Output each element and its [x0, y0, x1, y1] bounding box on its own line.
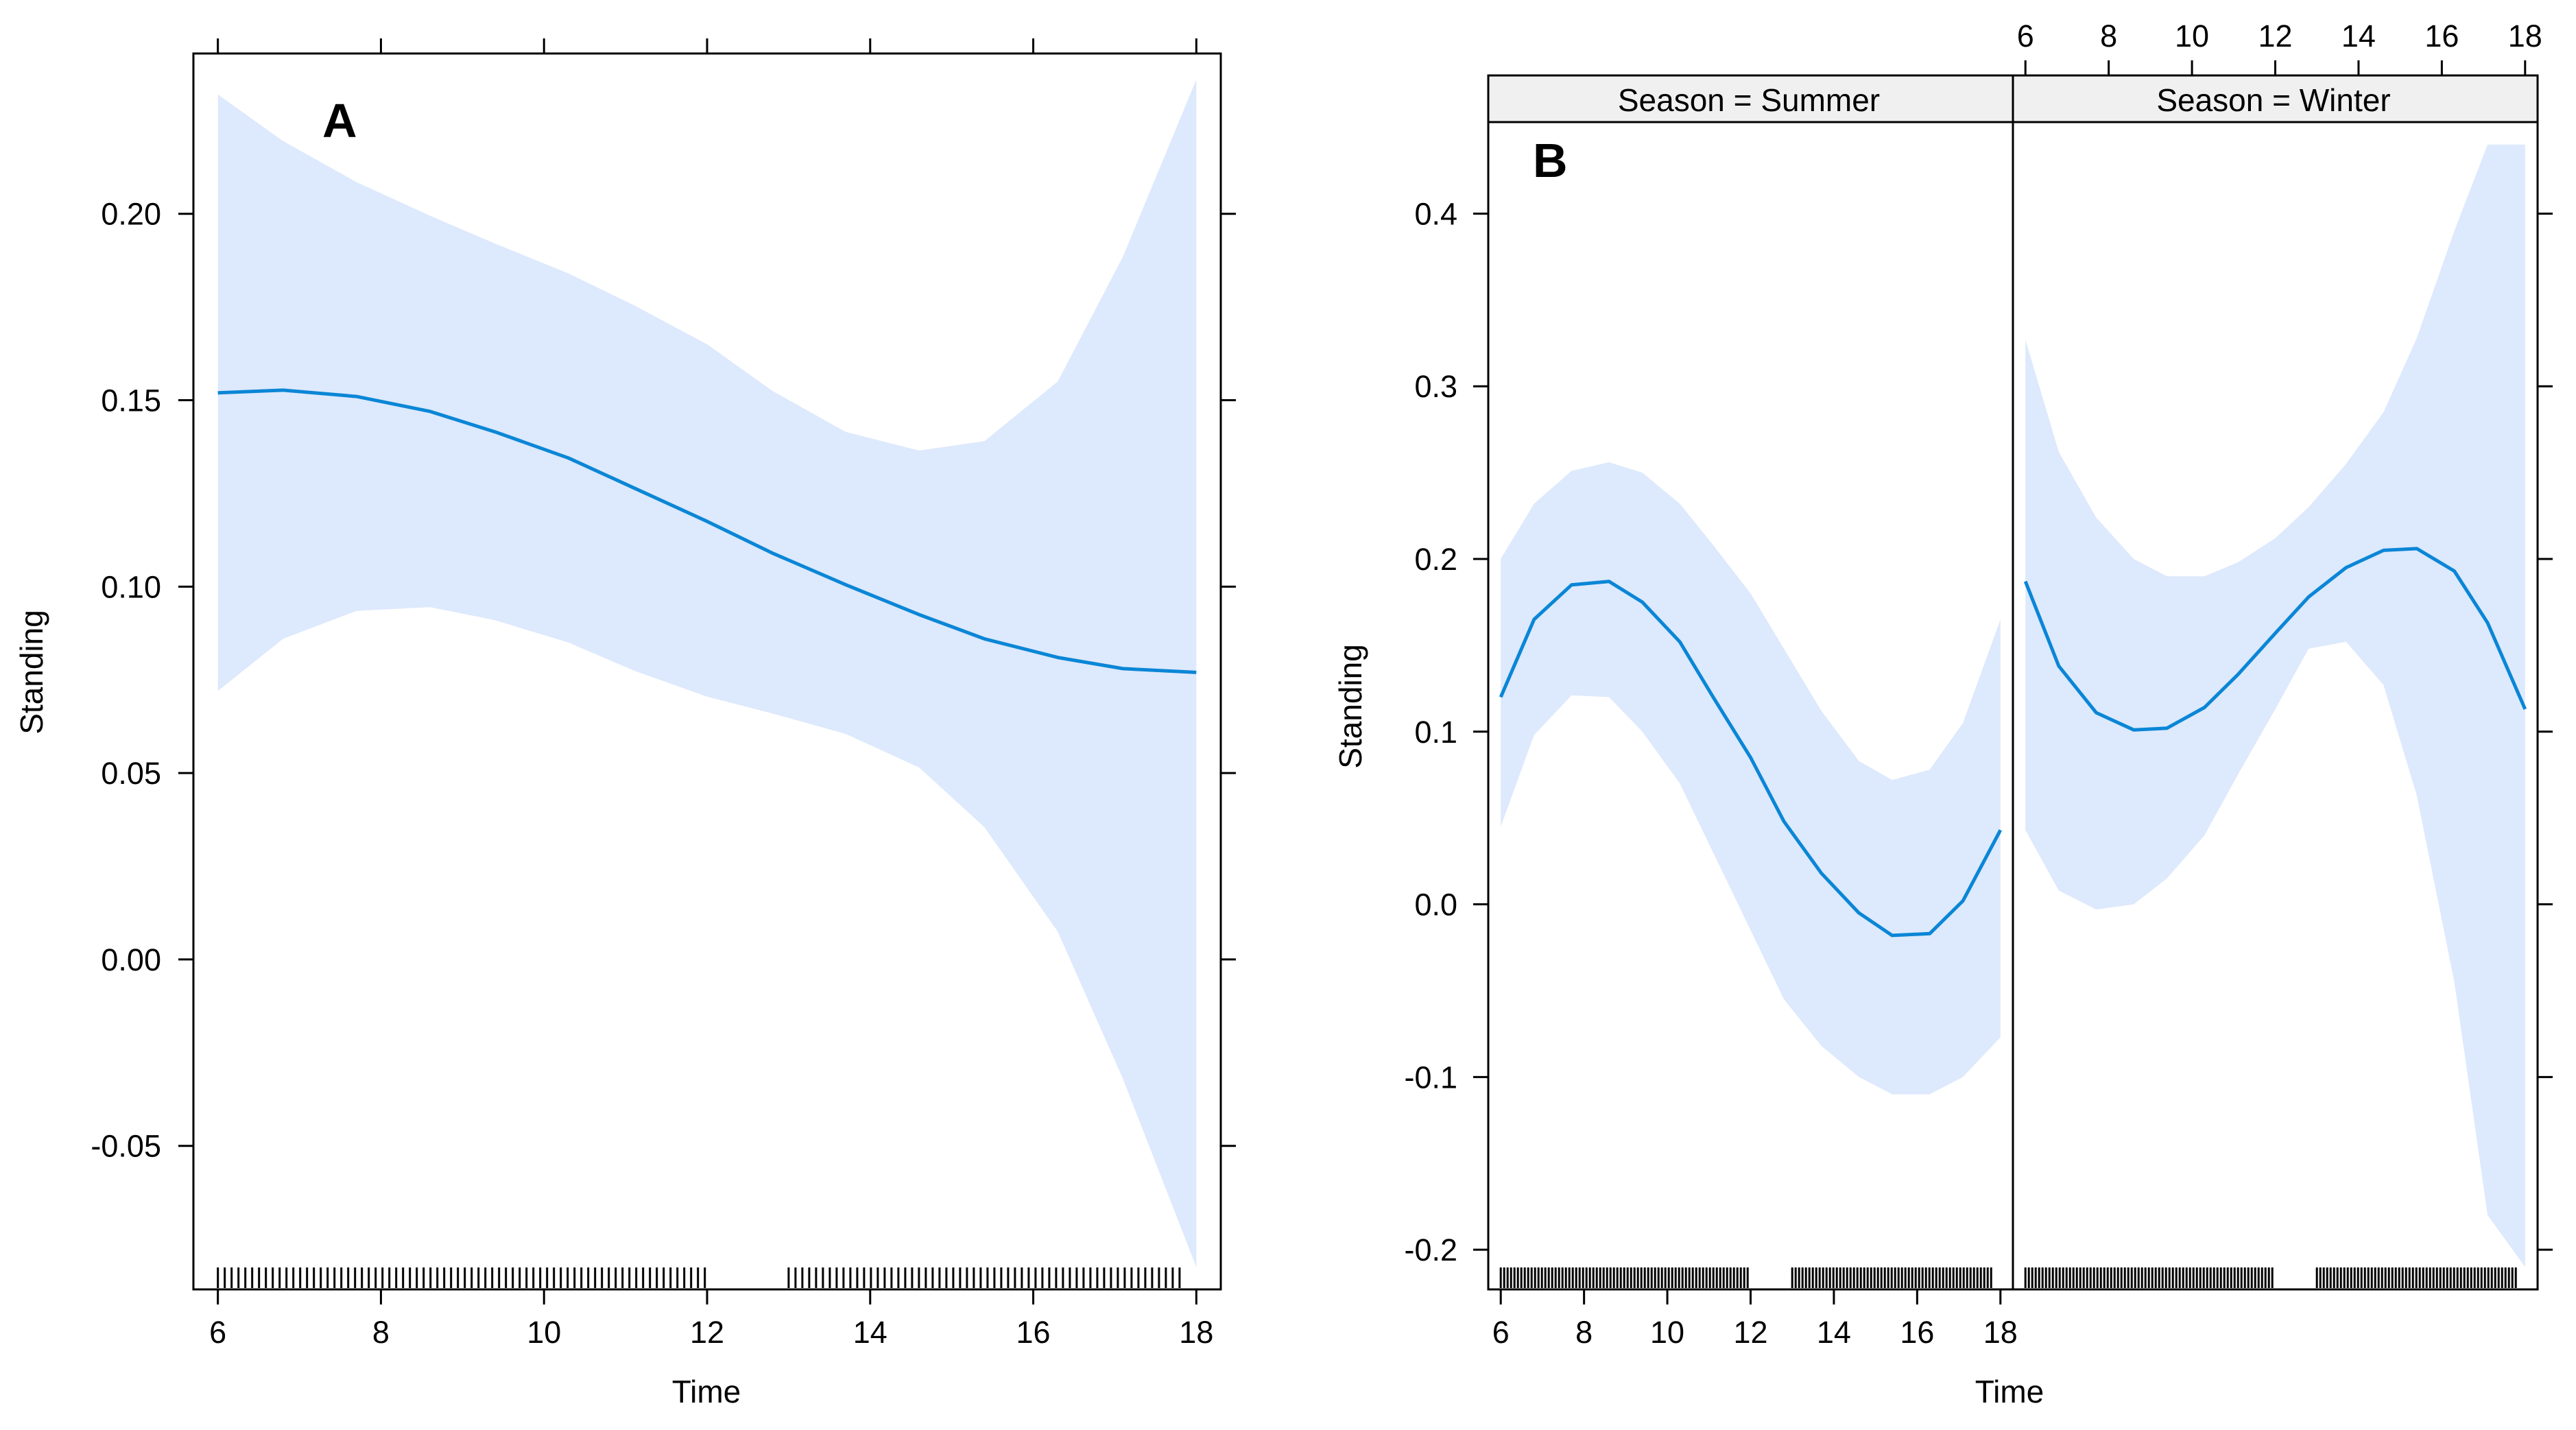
panel-a-x-tick-label: 18 [1179, 1315, 1213, 1350]
panel-a-x-tick-label: 14 [853, 1315, 887, 1350]
panel-a-x-tick-label: 8 [372, 1315, 390, 1350]
panel-a-y-tick-label: 0.15 [101, 383, 161, 418]
panel-b-y-tick-label: 0.2 [1414, 542, 1457, 577]
panel-a-y-tick-label: 0.05 [101, 756, 161, 791]
panel-a-rug-1 [787, 1267, 1181, 1288]
x-axis-title-b: Time [1975, 1374, 2044, 1409]
panel-a-x-tick-label: 6 [209, 1315, 226, 1350]
panel-b-y-tick-label: -0.1 [1404, 1060, 1457, 1095]
panel-b-summer-x-tick-label: 10 [1650, 1315, 1684, 1350]
panel-a-y-tick-label: 0.10 [101, 569, 161, 604]
panel-b-winter-x-tick-label: 10 [2175, 19, 2209, 53]
panel-a-x-tick-label: 12 [690, 1315, 724, 1350]
panel-label-b: B [1533, 134, 1568, 187]
panel-b-summer-x-tick-label: 18 [1983, 1315, 2018, 1350]
panel-b-winter-x-tick-label: 6 [2017, 19, 2034, 53]
panel-b-winter-fit-line [2023, 547, 2527, 732]
panel-a-x-tick-label: 10 [527, 1315, 561, 1350]
strip-label-summer: Season = Summer [1618, 82, 1880, 118]
panel-a-rug-0 [217, 1267, 706, 1288]
panel-b-winter-x-tick-label: 14 [2341, 19, 2376, 53]
panel-a-fit-line [217, 388, 1197, 674]
panel-a-y-tick-label: 0.20 [101, 197, 161, 232]
panel-b-summer-x-tick-label: 16 [1900, 1315, 1934, 1350]
panel-a-y-tick-label: 0.00 [101, 942, 161, 977]
panel-a-x-tick-label: 16 [1016, 1315, 1051, 1350]
x-axis-title-a: Time [672, 1374, 741, 1409]
panel-b-summer-x-tick-label: 6 [1492, 1315, 1510, 1350]
panel-b-winter-x-tick-label: 18 [2508, 19, 2542, 53]
panel-b-y-tick-label: 0.0 [1414, 887, 1457, 922]
chart-panel-b: 6 8 10 12 14 16 18 6 8 10 12 14 16 18 -0.2 -0.1 0.0 0.1 0.… [1404, 19, 2553, 1350]
panel-label-a: A [322, 94, 357, 147]
panel-a-y-tick-label: -0.05 [91, 1129, 161, 1164]
y-axis-title-a: Standing [14, 610, 49, 735]
y-axis-title-b: Standing [1333, 644, 1368, 769]
panel-b-y-tick-label: 0.4 [1414, 196, 1457, 231]
panel-b-summer-rug-0 [1499, 1267, 1749, 1288]
panel-b-winter-x-tick-label: 16 [2424, 19, 2459, 53]
panel-a-confidence-band [217, 80, 1197, 1267]
panel-b-summer-rug-1 [1791, 1267, 1992, 1288]
panel-b-winter-strip [2012, 74, 2539, 123]
chart-panel-a: 6 8 10 12 14 16 18 -0.05 0.00 0.05 0.10 0.15 0.20 [91, 38, 1236, 1350]
panel-b-winter-x-tick-label: 8 [2100, 19, 2117, 53]
panel-b-summer-x-tick-label: 12 [1733, 1315, 1767, 1350]
panel-b-winter-x-tick-label: 12 [2258, 19, 2292, 53]
panel-b-winter-confidence-band [2025, 144, 2525, 1267]
panel-b-y-tick-label: 0.1 [1414, 715, 1457, 750]
panel-b-summer-x-tick-label: 14 [1817, 1315, 1851, 1350]
panel-b-winter-rug-0 [2024, 1267, 2274, 1288]
panel-b-y-tick-label: 0.3 [1414, 369, 1457, 404]
strip-label-winter: Season = Winter [2156, 82, 2390, 118]
panel-b-summer-x-tick-label: 8 [1575, 1315, 1593, 1350]
panel-b-y-tick-label: -0.2 [1404, 1232, 1457, 1267]
panel-b-summer-confidence-band [1501, 462, 2001, 1095]
panel-b-winter-rug-1 [2315, 1267, 2517, 1288]
panel-b-summer-fit-line [1499, 580, 2003, 938]
